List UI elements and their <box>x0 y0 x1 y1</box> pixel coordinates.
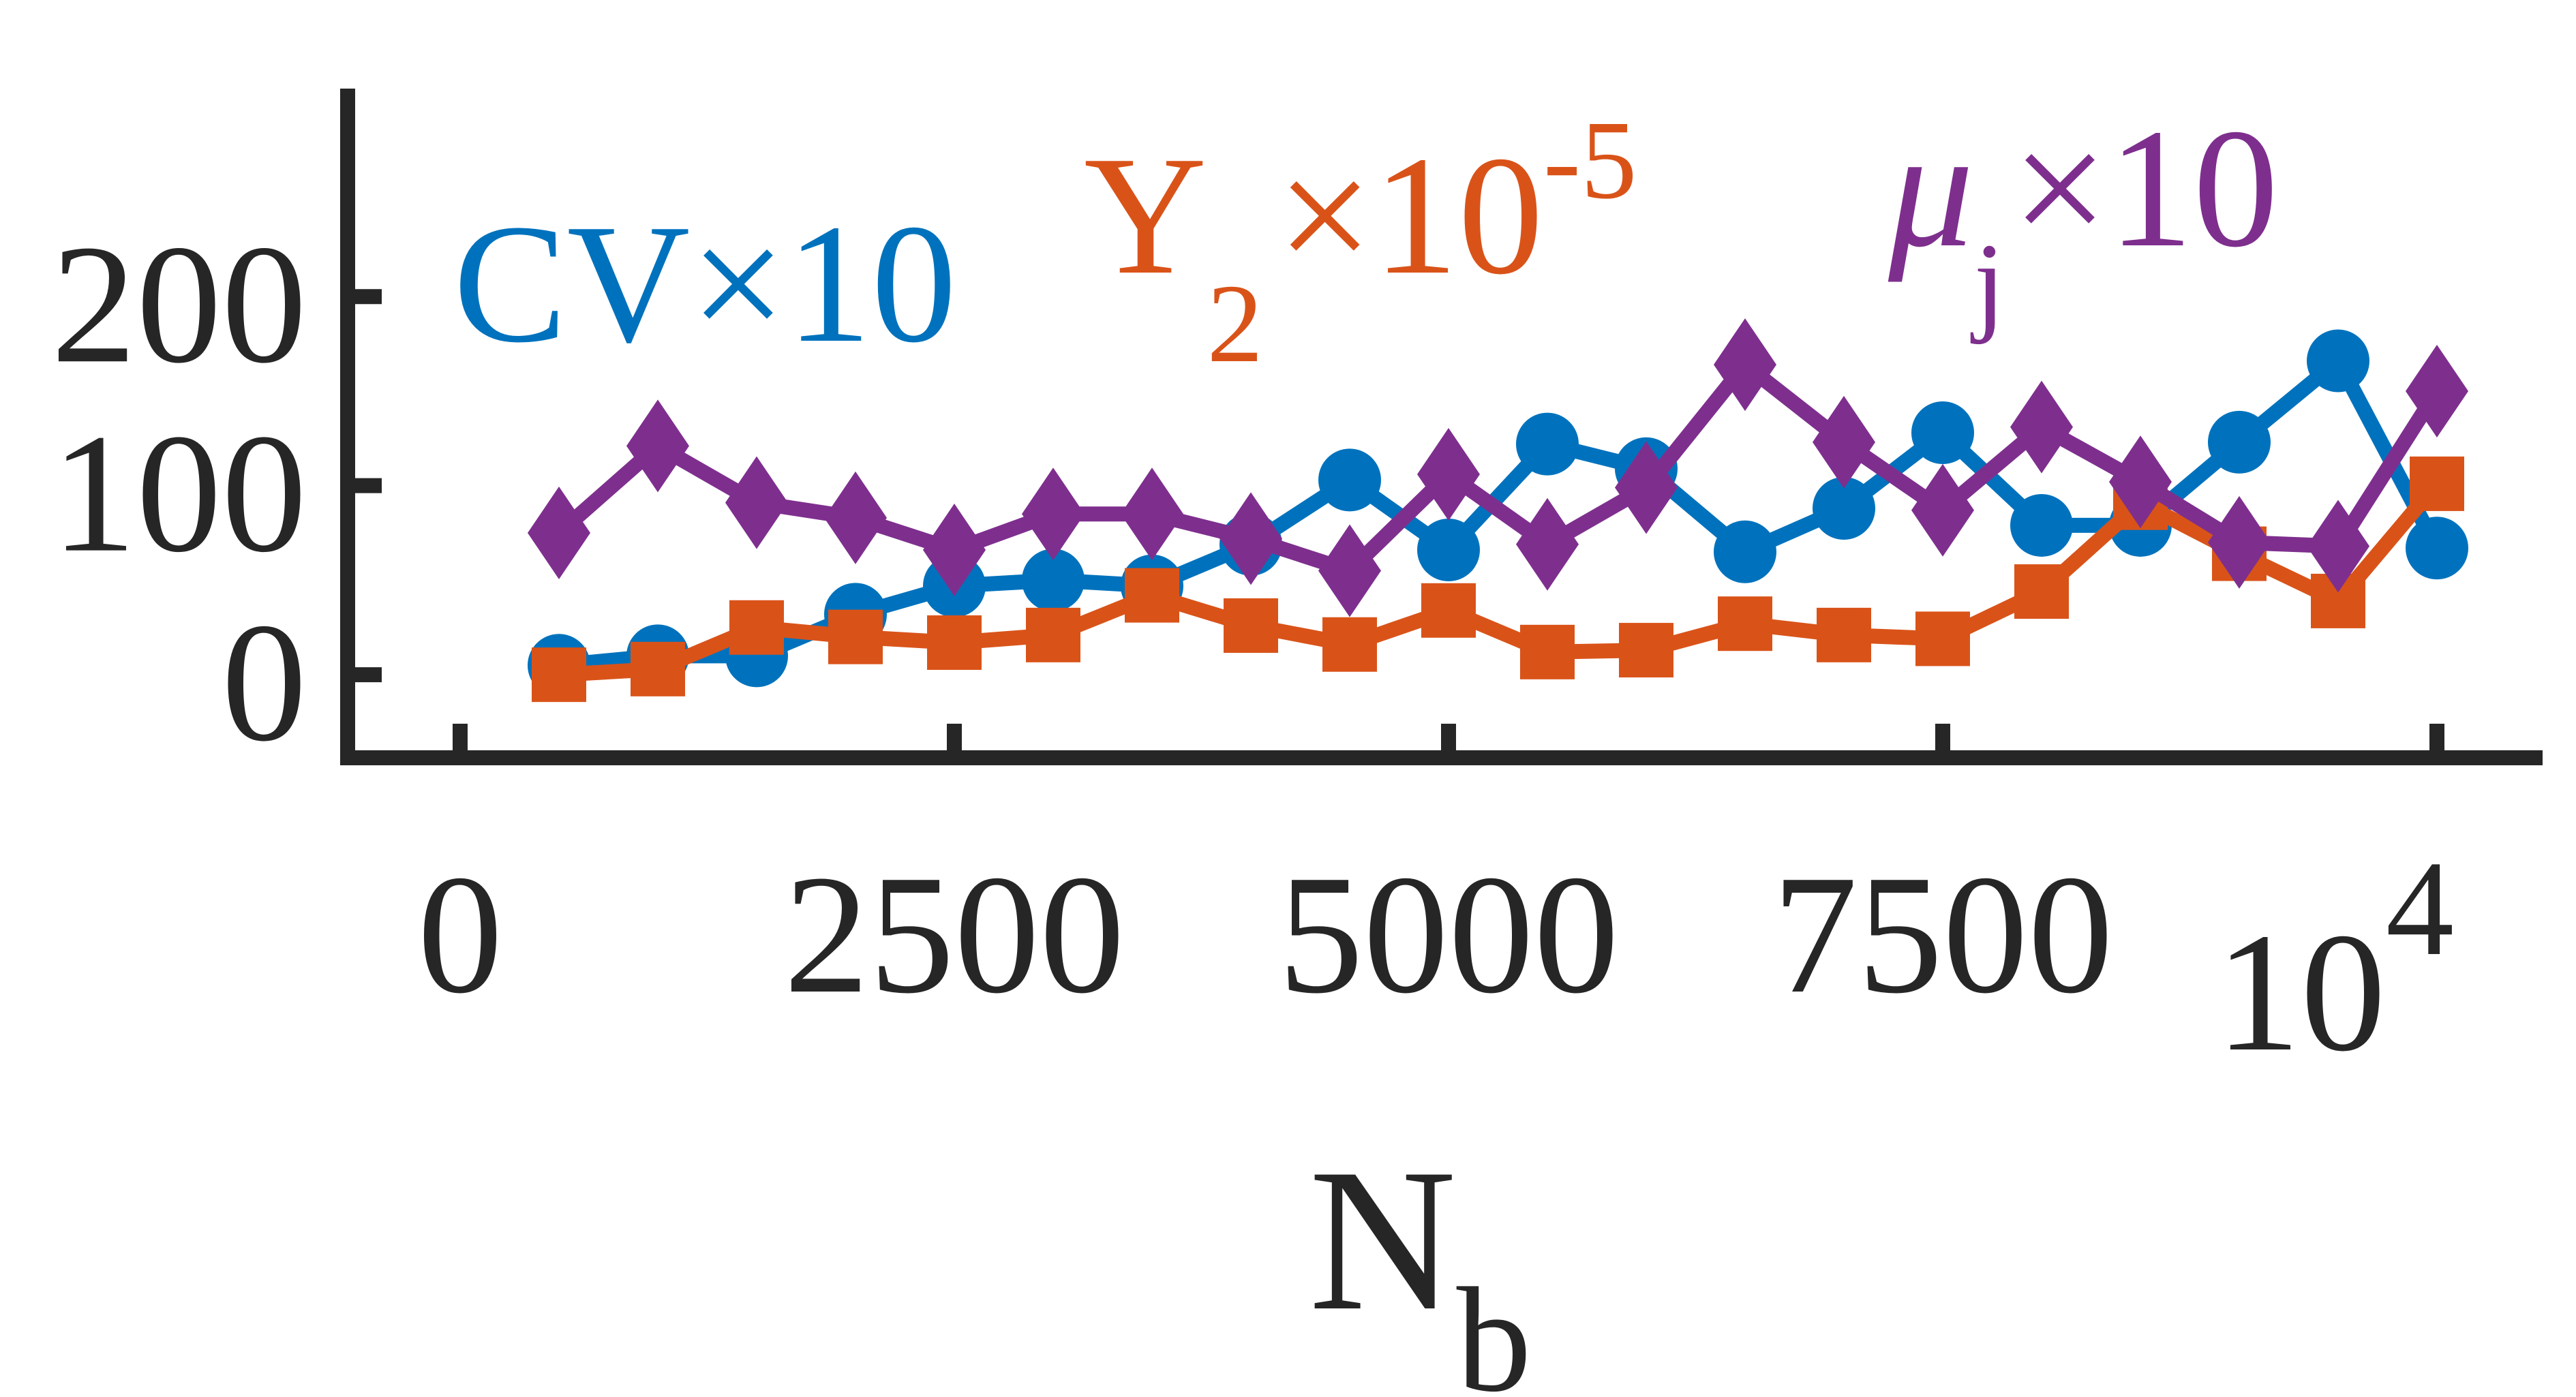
data-point-diamond <box>1516 497 1579 591</box>
x-tick-label: 0 <box>418 840 503 1029</box>
series-label-mu: μj×10 <box>1888 94 2278 345</box>
data-point-square <box>631 641 685 696</box>
x-tick-label: 5000 <box>1278 840 1619 1029</box>
data-point-square <box>1915 611 1970 666</box>
data-point-square <box>828 609 883 664</box>
data-point-diamond <box>725 456 788 549</box>
data-point-square <box>1817 607 1871 662</box>
data-point-circle <box>1022 549 1085 612</box>
series-label-y2-main: Y <box>1084 121 1207 310</box>
data-point-diamond <box>2010 380 2073 474</box>
x-exponent-label: 104 <box>2215 833 2454 1087</box>
data-point-diamond <box>2109 435 2172 529</box>
data-point-square <box>729 600 784 655</box>
data-point-diamond <box>1318 524 1381 617</box>
x-axis-label: Nb <box>1309 1126 1532 1397</box>
data-point-diamond <box>1417 428 1480 521</box>
x-tick-label: 7500 <box>1772 840 2113 1029</box>
labels: CV×10 Y2×10-5 μj×10 Nb 104 <box>453 94 2454 1397</box>
series-label-y2: Y2×10-5 <box>1084 97 1637 386</box>
data-point-diamond <box>2208 495 2271 589</box>
series-label-cv: CV×10 <box>453 189 956 378</box>
data-point-diamond <box>1813 395 1875 489</box>
series-3 <box>528 318 2468 617</box>
y-tick-label: 200 <box>51 210 307 399</box>
data-point-square <box>1125 568 1179 623</box>
data-point-circle <box>1911 401 1974 464</box>
data-point-circle <box>2307 329 2369 393</box>
data-point-circle <box>1516 412 1579 476</box>
series-label-mu-tail: ×10 <box>2012 94 2278 283</box>
data-point-diamond <box>626 399 689 493</box>
data-point-square <box>927 615 982 670</box>
data-point-circle <box>1813 476 1875 540</box>
data-point-circle <box>2010 493 2073 557</box>
data-point-diamond <box>1714 318 1776 412</box>
data-point-square <box>1718 596 1772 651</box>
series-label-y2-sup: -5 <box>1543 97 1637 222</box>
x-axis-label-sub: b <box>1457 1257 1532 1397</box>
x-exponent-sup: 4 <box>2386 833 2454 984</box>
y-tick-label: 0 <box>222 588 307 777</box>
data-point-diamond <box>1121 467 1183 561</box>
data-point-circle <box>1417 519 1480 582</box>
y-tick-label: 100 <box>51 399 307 588</box>
data-point-square <box>1421 583 1476 638</box>
data-point-diamond <box>824 471 887 564</box>
data-point-diamond <box>1219 492 1282 585</box>
series-label-y2-sub: 2 <box>1207 261 1264 386</box>
data-point-square <box>2410 456 2464 511</box>
x-tick-label: 2500 <box>784 840 1125 1029</box>
data-point-diamond <box>923 504 986 597</box>
data-point-diamond <box>2406 344 2468 437</box>
data-point-square <box>532 647 586 703</box>
data-point-diamond <box>528 487 590 580</box>
data-point-square <box>1322 617 1377 672</box>
data-point-square <box>1026 607 1080 662</box>
data-point-circle <box>2406 517 2468 580</box>
data-point-square <box>2014 564 2069 619</box>
data-point-circle <box>2208 410 2271 474</box>
data-point-circle <box>1714 520 1776 583</box>
x-axis-label-main: N <box>1309 1126 1457 1353</box>
data-point-square <box>1224 598 1278 653</box>
data-point-diamond <box>1022 467 1085 561</box>
data-point-square <box>1520 624 1575 679</box>
series-layer <box>528 318 2468 703</box>
x-exponent-base: 10 <box>2215 898 2386 1087</box>
series-label-mu-main: μ <box>1888 94 1974 283</box>
data-point-square <box>1619 623 1673 678</box>
series-label-y2-tail: ×10 <box>1277 121 1543 310</box>
data-point-diamond <box>2307 500 2369 593</box>
series-label-mu-sub: j <box>1971 220 2005 345</box>
data-point-circle <box>1318 448 1381 512</box>
data-point-diamond <box>1911 463 1974 557</box>
data-point-diamond <box>1615 441 1678 534</box>
